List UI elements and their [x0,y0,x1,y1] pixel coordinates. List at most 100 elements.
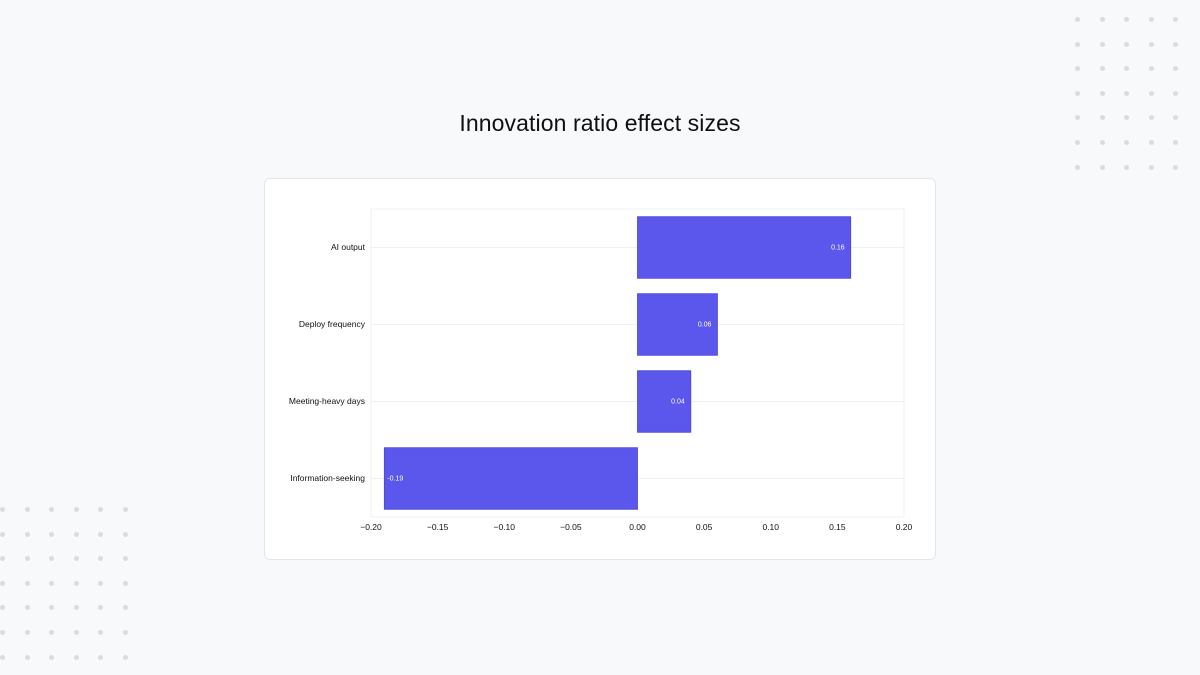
decorative-dot [24,654,30,660]
decorative-dot [49,605,55,611]
decorative-dot [123,605,128,611]
x-tick-label: 0.15 [829,522,846,532]
decorative-dot [1124,90,1130,96]
decorative-dot [49,556,55,562]
decorative-dot [49,531,55,537]
decorative-dot [1099,17,1105,22]
decorative-dot [98,531,104,537]
decorative-dot [1075,66,1080,72]
decorative-dot [98,556,104,562]
decorative-dot [73,630,79,635]
decorative-dot [73,580,79,586]
decorative-dot [123,531,128,537]
decorative-dot [1124,41,1130,47]
decorative-dot [73,507,79,512]
bar-value-label: 0.04 [671,398,685,405]
x-tick-label: −0.10 [493,522,515,532]
decorative-dot [73,654,79,660]
decorative-dot [73,556,79,562]
decorative-dot [0,605,5,611]
category-label: Meeting-heavy days [289,396,365,406]
decorative-dot [24,630,30,635]
decorative-dot [24,531,30,537]
decorative-dot [1173,17,1179,22]
decorative-dot [1173,41,1179,47]
x-tick-label: −0.05 [560,522,582,532]
decorative-dot [1148,164,1154,170]
decorative-dot [0,630,5,635]
chart-card: 0.16 AI output 0.06 Deploy frequency 0.04 Mee… [264,178,936,560]
decorative-dot [98,654,104,660]
bar [637,216,852,279]
bar [383,447,638,510]
decorative-dot [1173,164,1179,170]
decorative-dot [1148,140,1154,145]
decorative-dot [123,580,128,586]
decorative-dot [1075,90,1080,96]
decorative-dot [123,630,128,635]
decorative-dot [24,556,30,562]
category-label: AI output [331,242,366,252]
decorative-dot [123,507,128,512]
page-title: Innovation ratio effect sizes [459,110,741,136]
decorative-dot [1124,164,1130,170]
decorative-dot [73,605,79,611]
decorative-dot [98,507,104,512]
bar-chart: 0.16 AI output 0.06 Deploy frequency 0.04 Mee… [289,208,913,532]
decorative-dot [1099,41,1105,47]
decorative-dot [1075,41,1080,47]
plot-area-frame [370,208,905,518]
bar [637,370,692,433]
decorative-dot [1148,17,1154,22]
decorative-dot [1124,140,1130,145]
decorative-dot [0,507,5,512]
decorative-dot [1099,66,1105,72]
x-tick-label: 0.05 [696,522,713,532]
decorative-dot [98,605,104,611]
decorative-dot [1173,115,1179,121]
x-tick-label: 0.00 [629,522,646,532]
x-tick-label: −0.20 [360,522,382,532]
decorative-dot [1148,66,1154,72]
decorative-dot [123,654,128,660]
decorative-dot [1148,115,1154,121]
decorative-dot [1075,17,1080,22]
decorative-dot [1173,90,1179,96]
decorative-dot [1148,90,1154,96]
bar-value-label: 0.06 [698,321,712,328]
decorative-dot [49,507,55,512]
bar-value-label: 0.16 [831,244,845,251]
decorative-dot [1148,41,1154,47]
x-tick-label: 0.10 [762,522,779,532]
decorative-dot [24,507,30,512]
decorative-dot [1173,66,1179,72]
decorative-dot [1099,90,1105,96]
bar [637,293,718,356]
decorative-dot [1075,140,1080,145]
decorative-dot [49,654,55,660]
decorative-dot [49,580,55,586]
x-tick-label: 0.20 [896,522,913,532]
category-label: Information-seeking [290,473,365,483]
decorative-dot [49,630,55,635]
decorative-dot [98,630,104,635]
decorative-dot [0,580,5,586]
decorative-dot [0,531,5,537]
decorative-dot [1099,115,1105,121]
decorative-dot [123,556,128,562]
decorative-dot [1075,115,1080,121]
decorative-dot [0,556,5,562]
decorative-dot [1124,115,1130,121]
bar-value-label: -0.19 [387,475,403,482]
decorative-dot [1173,140,1179,145]
decorative-dot [73,531,79,537]
x-tick-label: −0.15 [427,522,449,532]
category-label: Deploy frequency [299,319,366,329]
decorative-dot [24,580,30,586]
decorative-dot [24,605,30,611]
decorative-dot [1075,164,1080,170]
decorative-dot [98,580,104,586]
decorative-dot [1099,164,1105,170]
decorative-dot [1124,66,1130,72]
decorative-dot [1099,140,1105,145]
